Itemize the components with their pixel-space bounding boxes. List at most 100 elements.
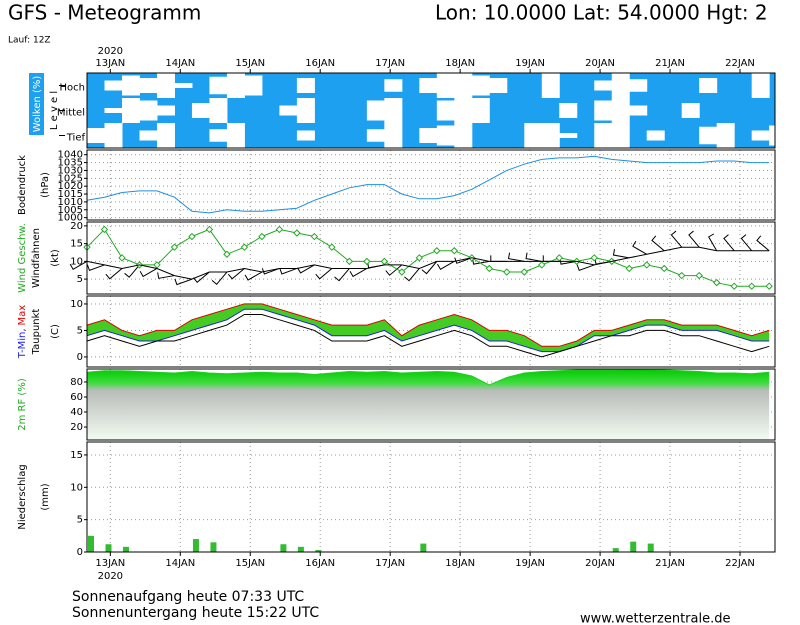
y-axis-label: L e v e l [49,91,60,130]
cloud-gap [541,123,560,148]
cloud-gap [611,123,630,148]
wind-barb [105,268,123,280]
marker [765,282,773,290]
wind-barb [139,268,158,278]
cloud-gap [471,98,490,123]
x-tick-label: 19JAN [515,558,545,569]
series-line [86,228,770,287]
marker [625,264,633,273]
bar [122,546,129,552]
bar [297,546,304,552]
y-tick-label: 1010 [58,197,83,208]
cloud-gap [209,129,228,142]
cloud-gap [559,103,578,118]
wind-barb [385,264,403,276]
legend-entry: T-Min, [17,328,28,359]
panel-frame [86,295,776,368]
y-axis-label: (kt) [50,249,61,267]
legend-entry: Max [17,305,28,326]
wind-barb [723,234,735,252]
y-axis-label: T-Min, Max [17,305,28,359]
panel-bg [87,222,775,294]
y-tick-label: 5 [77,325,83,336]
marker [590,254,598,262]
panel-frame [86,72,776,149]
location: Lon: 10.0000 Lat: 54.0000 Hgt: 2 [435,1,768,25]
marker [747,282,756,290]
marker [433,247,441,255]
cloud-gap [419,128,438,143]
cloud-gap [366,129,385,142]
cloud-gap [751,130,770,141]
series-line [86,246,770,280]
x-tick-label: 20JAN [585,558,615,569]
cloud-gap [296,98,315,123]
cloud-gap [279,105,298,116]
bar [192,539,199,552]
cloud-gap [436,100,455,121]
x-tick-label: 18JAN [445,58,475,69]
wind-barb [227,268,245,280]
cloud-gap [436,125,455,146]
year-label: 2020 [98,571,123,582]
y-tick-label: 1040 [58,150,83,161]
cloud-gap [156,105,175,116]
panel-bg [87,442,775,552]
cloud-gap [454,73,473,98]
marker [503,268,511,276]
marker [398,268,406,276]
marker [485,264,494,273]
cloud-gap [699,78,718,93]
marker [188,232,196,241]
bar [280,544,287,552]
wind-barb [576,264,595,272]
marker [538,261,546,269]
x-tick-label: 15JAN [235,558,265,569]
bar [88,535,94,552]
x-tick-label: 14JAN [165,558,195,569]
cloud-gap [296,78,315,93]
wind-barb [651,235,665,252]
y-axis-label: Wolken (%) [32,76,43,133]
rh-line [86,368,770,386]
title-box [29,73,44,135]
cloud-gap [139,100,158,121]
y-tick-label: 1005 [58,205,83,216]
cloud-gap [454,123,473,148]
bar [420,543,427,552]
cloud-gap [121,75,140,96]
y-tick-label: 60 [70,392,83,403]
marker [643,261,651,269]
rh-area [87,369,770,440]
wind-barb [349,268,368,278]
wind-barb [688,230,700,248]
marker [380,257,389,266]
x-tick-label: 22JAN [725,558,755,569]
bar [105,544,112,552]
cloud-gap [121,98,140,123]
title: GFS - Meteogramm [8,1,201,25]
x-tick-label: 18JAN [445,558,475,569]
cloud-gap [139,78,158,93]
marker [345,257,354,266]
marker [660,264,668,273]
cloud-gap [156,123,175,148]
y-tick-label: 1025 [58,173,83,184]
cloud-gap [209,76,228,95]
bar [647,543,654,552]
cloud-gap [629,79,648,92]
run: Lauf: 12Z [8,36,51,46]
x-tick-label: 19JAN [515,58,545,69]
cloud-gap [104,80,123,91]
marker [223,250,231,258]
cloud-gap [156,73,175,98]
cloud-gap [139,130,158,141]
panel-frame [86,221,776,295]
cloud-gap [226,123,245,148]
wind-barb [756,235,770,252]
y-tick-label: 5 [77,274,83,285]
y-tick-label: 10 [70,299,83,310]
y-tick-label: 10 [70,482,83,493]
wind-barb [404,268,420,282]
